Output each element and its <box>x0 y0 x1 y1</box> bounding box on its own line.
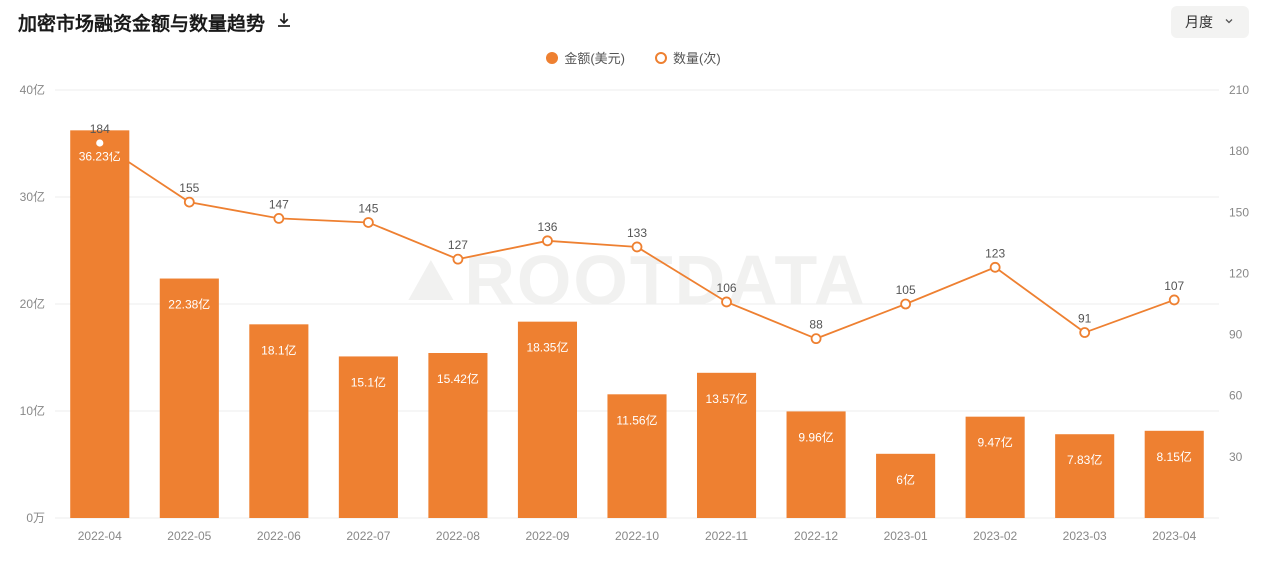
period-select[interactable]: 月度 <box>1171 6 1249 38</box>
line-marker[interactable] <box>1080 328 1089 337</box>
bar-value-label: 15.1亿 <box>351 374 386 389</box>
line-value-label: 88 <box>809 318 823 332</box>
bar-value-label: 11.56亿 <box>616 412 657 427</box>
line-value-label: 184 <box>90 122 110 136</box>
chart-title: 加密市场融资金额与数量趋势 <box>18 9 265 36</box>
bar-value-label: 6亿 <box>896 472 915 487</box>
line-marker[interactable] <box>453 255 462 264</box>
bar[interactable] <box>1145 431 1204 518</box>
line-series <box>100 143 1174 339</box>
line-marker[interactable] <box>364 218 373 227</box>
bar-value-label: 18.1亿 <box>261 342 296 357</box>
line-marker[interactable] <box>185 198 194 207</box>
svg-text:210: 210 <box>1229 83 1249 97</box>
svg-text:30: 30 <box>1229 450 1243 464</box>
line-value-label: 145 <box>358 201 378 215</box>
x-tick-label: 2022-11 <box>705 529 748 543</box>
x-tick-label: 2023-01 <box>884 529 928 543</box>
line-value-label: 133 <box>627 226 647 240</box>
bar-value-label: 18.35亿 <box>526 340 568 355</box>
bar-value-label: 13.57亿 <box>706 391 748 406</box>
line-marker[interactable] <box>812 334 821 343</box>
line-marker[interactable] <box>991 263 1000 272</box>
x-tick-label: 2022-06 <box>257 529 301 543</box>
x-tick-label: 2023-02 <box>973 529 1017 543</box>
legend-line[interactable]: 数量(次) <box>655 48 721 67</box>
svg-text:20亿: 20亿 <box>20 296 45 311</box>
svg-text:10亿: 10亿 <box>20 403 45 418</box>
chevron-down-icon <box>1223 14 1235 30</box>
line-marker[interactable] <box>901 300 910 309</box>
line-marker[interactable] <box>1170 295 1179 304</box>
line-value-label: 147 <box>269 197 289 211</box>
line-marker[interactable] <box>95 138 104 147</box>
x-tick-label: 2022-10 <box>615 529 659 543</box>
legend-bar-swatch <box>546 52 558 64</box>
line-value-label: 106 <box>717 281 737 295</box>
bar-value-label: 22.38亿 <box>168 297 210 312</box>
bar-value-label: 9.47亿 <box>977 435 1012 450</box>
bar-value-label: 9.96亿 <box>798 429 833 444</box>
bar[interactable] <box>787 411 846 518</box>
svg-text:0万: 0万 <box>26 511 45 525</box>
line-value-label: 91 <box>1078 312 1092 326</box>
line-value-label: 107 <box>1164 279 1184 293</box>
bar[interactable] <box>1055 434 1114 518</box>
bar[interactable] <box>966 417 1025 518</box>
download-icon[interactable] <box>275 11 293 34</box>
plot-area: 0万 10亿 20亿 30亿 40亿 30 60 90 120 150 180 210 36.23亿 20… <box>0 70 1267 568</box>
svg-text:120: 120 <box>1229 266 1249 280</box>
line-value-label: 123 <box>985 246 1005 260</box>
plot-svg: 0万 10亿 20亿 30亿 40亿 30 60 90 120 150 180 210 36.23亿 20… <box>0 70 1267 568</box>
line-marker[interactable] <box>722 297 731 306</box>
bar-value-label: 36.23亿 <box>79 148 121 163</box>
chart-legend: 金额(美元) 数量(次) <box>0 38 1267 67</box>
line-value-label: 155 <box>179 181 199 195</box>
legend-bar[interactable]: 金额(美元) <box>546 48 625 67</box>
svg-text:60: 60 <box>1229 389 1243 403</box>
svg-text:150: 150 <box>1229 205 1249 219</box>
bar-value-label: 15.42亿 <box>437 371 479 386</box>
bar[interactable] <box>70 130 129 518</box>
legend-line-swatch <box>655 52 667 64</box>
line-marker[interactable] <box>274 214 283 223</box>
x-tick-label: 2022-08 <box>436 529 480 543</box>
line-value-label: 105 <box>896 283 916 297</box>
svg-text:90: 90 <box>1229 328 1243 342</box>
title-wrap: 加密市场融资金额与数量趋势 <box>18 9 293 36</box>
chart-header: 加密市场融资金额与数量趋势 月度 <box>0 0 1267 38</box>
x-tick-label: 2022-12 <box>794 529 838 543</box>
line-marker[interactable] <box>543 236 552 245</box>
x-tick-label: 2022-07 <box>346 529 390 543</box>
bar[interactable] <box>160 279 219 518</box>
line-value-label: 136 <box>537 220 557 234</box>
x-tick-label: 2022-09 <box>525 529 569 543</box>
svg-text:30亿: 30亿 <box>20 189 45 204</box>
chart-container: 加密市场融资金额与数量趋势 月度 金额(美元) 数量(次) ROOTDATA <box>0 0 1267 568</box>
line-marker[interactable] <box>633 242 642 251</box>
svg-text:40亿: 40亿 <box>20 82 45 97</box>
x-tick-label: 2023-03 <box>1063 529 1107 543</box>
line-value-label: 127 <box>448 238 468 252</box>
period-label: 月度 <box>1185 12 1213 32</box>
legend-bar-label: 金额(美元) <box>564 48 625 67</box>
svg-text:180: 180 <box>1229 144 1249 158</box>
legend-line-label: 数量(次) <box>673 48 721 67</box>
bar-value-label: 8.15亿 <box>1157 449 1192 464</box>
x-tick-label: 2022-05 <box>167 529 211 543</box>
x-tick-label: 2022-04 <box>78 529 122 543</box>
x-tick-label: 2023-04 <box>1152 529 1196 543</box>
bar-value-label: 7.83亿 <box>1067 452 1102 467</box>
